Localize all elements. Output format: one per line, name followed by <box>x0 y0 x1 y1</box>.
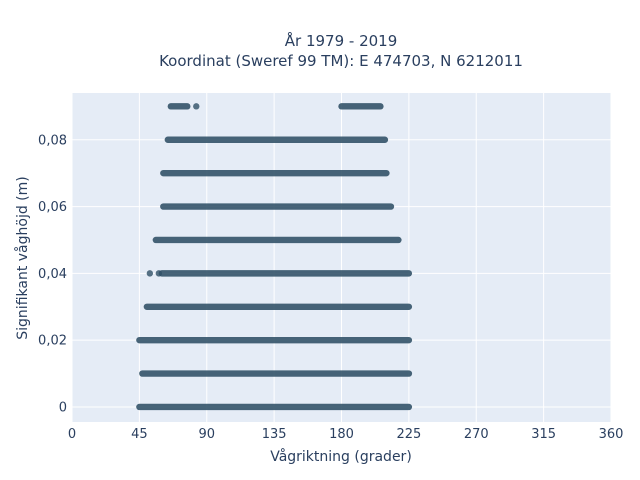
x-tick-label: 315 <box>531 427 556 442</box>
data-point <box>193 103 200 110</box>
y-tick-label: 0,06 <box>38 200 67 215</box>
x-tick-label: 45 <box>131 427 148 442</box>
x-tick-label: 225 <box>396 427 421 442</box>
y-tick-label: 0 <box>59 400 67 415</box>
y-tick-label: 0,04 <box>38 267 67 282</box>
x-tick-label: 0 <box>68 427 76 442</box>
chart-title-line1: År 1979 - 2019 <box>285 31 398 50</box>
x-tick-label: 90 <box>198 427 215 442</box>
y-tick-label: 0,02 <box>38 334 67 349</box>
x-tick-label: 180 <box>329 427 354 442</box>
x-tick-label: 270 <box>464 427 489 442</box>
y-tick-label: 0,08 <box>38 133 67 148</box>
tick-labels: 0 45 90 135 180 225 270 315 360 0 0,02 0,04 0,06 0,08 <box>38 133 623 442</box>
x-tick-label: 360 <box>599 427 624 442</box>
x-axis-title: Vågriktning (grader) <box>270 448 412 465</box>
chart-title-line2: Koordinat (Sweref 99 TM): E 474703, N 62… <box>159 52 523 70</box>
data-point <box>155 270 163 277</box>
data-points <box>136 103 413 411</box>
data-point <box>146 270 154 277</box>
y-axis-title: Signifikant våghöjd (m) <box>14 176 31 339</box>
x-tick-label: 135 <box>262 427 287 442</box>
